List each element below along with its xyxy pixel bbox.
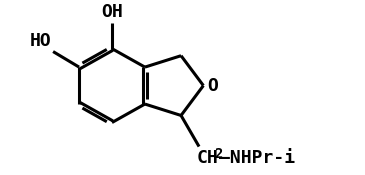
Text: CH: CH xyxy=(197,149,219,167)
Text: —NHPr-i: —NHPr-i xyxy=(219,149,295,167)
Text: 2: 2 xyxy=(214,147,222,161)
Text: HO: HO xyxy=(29,32,51,50)
Text: OH: OH xyxy=(101,4,123,21)
Text: O: O xyxy=(207,77,218,95)
